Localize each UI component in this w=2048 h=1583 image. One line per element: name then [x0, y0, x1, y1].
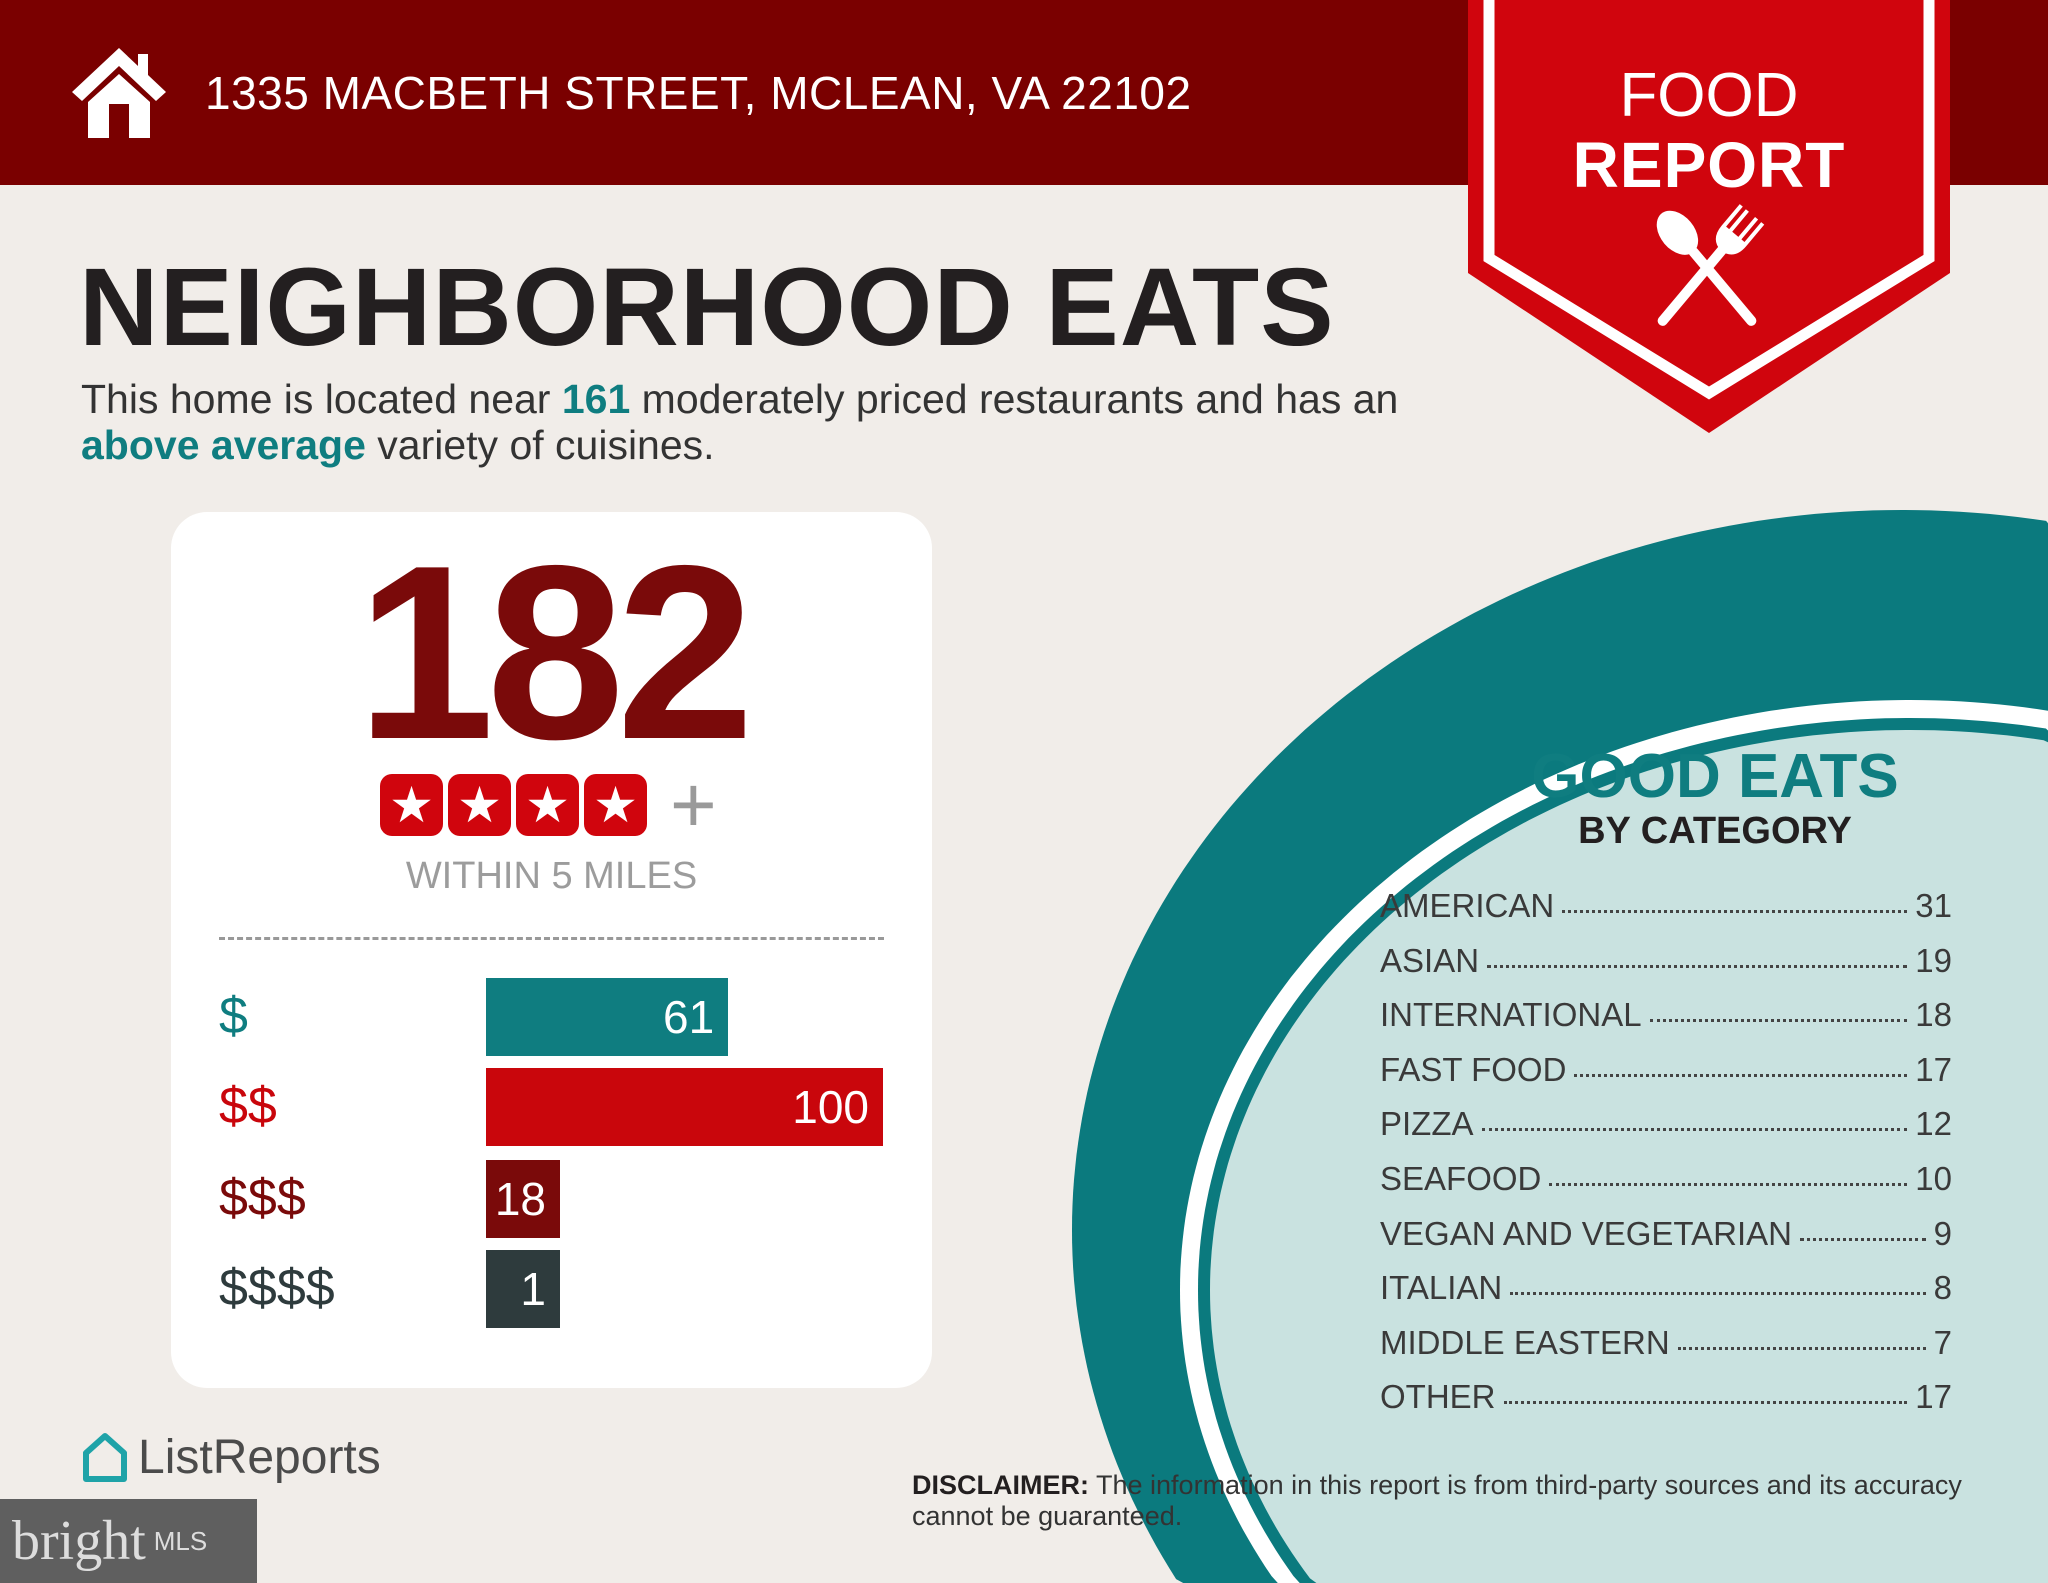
price-row: $61: [219, 978, 889, 1056]
category-name: ITALIAN: [1380, 1269, 1503, 1307]
category-name: FAST FOOD: [1380, 1050, 1567, 1088]
star-icon: ★: [380, 774, 443, 836]
category-row: SEAFOOD 10: [1380, 1159, 1952, 1214]
price-row: $$ 100: [219, 1068, 889, 1146]
dot-leader: [1510, 1292, 1926, 1296]
badge-line-1: FOOD: [1619, 61, 1799, 130]
listreports-wordmark: ListReports: [138, 1431, 381, 1484]
price-label: $$$: [219, 1169, 306, 1227]
price-bar: 18: [486, 1160, 560, 1238]
category-row: OTHER 17: [1380, 1377, 1952, 1432]
disclaimer: DISCLAIMER: The information in this repo…: [912, 1470, 1992, 1532]
dot-leader: [1574, 1073, 1908, 1077]
category-count: 17: [1915, 1050, 1952, 1088]
stats-card: 182 ★ ★ ★ ★ + WITHIN 5 MILES $61 $$ 100 $$$…: [171, 512, 932, 1388]
category-name: PIZZA: [1380, 1105, 1474, 1143]
category-name: AMERICAN: [1380, 887, 1555, 924]
category-count: 18: [1915, 996, 1952, 1034]
category-row: INTERNATIONAL 18: [1380, 995, 1952, 1050]
food-report-badge: [1468, 0, 1950, 433]
category-name: INTERNATIONAL: [1380, 996, 1642, 1034]
category-count: 31: [1915, 887, 1952, 924]
total-restaurants: 182: [356, 513, 755, 791]
dot-leader: [1481, 1128, 1908, 1132]
category-row: VEGAN AND VEGETARIAN 9: [1380, 1214, 1952, 1269]
subtitle-text: moderately priced restaurants and has an: [630, 376, 1399, 422]
summary-text: This home is located near 161 moderately…: [81, 376, 1451, 468]
price-row: $$$$ 1: [219, 1250, 889, 1328]
dot-leader: [1649, 1019, 1908, 1023]
star-rating: ★ ★ ★ ★ +: [380, 760, 717, 849]
category-count: 7: [1933, 1323, 1952, 1361]
category-list: AMERICAN 31 ASIAN 19 INTERNATIONAL 18 FAST FOO…: [1380, 886, 1952, 1432]
category-name: VEGAN AND VEGETARIAN: [1380, 1214, 1792, 1252]
property-address: 1335 MACBETH STREET, MCLEAN, VA 22102: [205, 67, 1192, 119]
divider: [219, 937, 884, 940]
variety-rating: above average: [81, 422, 366, 468]
dot-leader: [1562, 910, 1908, 913]
price-label: $$: [219, 1077, 277, 1135]
category-count: 17: [1915, 1378, 1952, 1416]
star-icon: ★: [584, 774, 647, 836]
category-count: 9: [1933, 1214, 1952, 1252]
category-name: OTHER: [1380, 1378, 1496, 1416]
dot-leader: [1549, 1182, 1908, 1186]
category-name: SEAFOOD: [1380, 1159, 1542, 1197]
page-title: NEIGHBORHOOD EATS: [79, 246, 1335, 369]
dot-leader: [1503, 1401, 1908, 1405]
disclaimer-label: DISCLAIMER:: [912, 1470, 1089, 1500]
category-count: 10: [1915, 1159, 1952, 1197]
subtitle-text: variety of cuisines.: [365, 422, 715, 468]
category-count: 19: [1915, 941, 1952, 979]
circle-fill: [1210, 730, 2048, 1583]
price-bar: 100: [486, 1068, 883, 1146]
price-bar: 61: [486, 978, 729, 1056]
category-row: FAST FOOD 17: [1380, 1050, 1952, 1105]
category-count: 12: [1915, 1105, 1952, 1143]
good-eats-subtitle: BY CATEGORY: [1578, 810, 1852, 852]
category-row: ITALIAN 8: [1380, 1268, 1952, 1323]
subtitle-text: This home is located near: [81, 376, 562, 422]
price-label: $: [219, 987, 248, 1045]
category-row: PIZZA 12: [1380, 1104, 1952, 1159]
good-eats-heading: GOOD EATS BY CATEGORY: [1420, 745, 2010, 853]
dot-leader: [1799, 1237, 1926, 1241]
category-row: MIDDLE EASTERN 7: [1380, 1323, 1952, 1378]
category-row: AMERICAN 31: [1380, 886, 1952, 941]
bright-mls-logo: bright MLS: [0, 1499, 257, 1583]
restaurant-count: 161: [561, 376, 631, 422]
spoon-fork-icon: [1656, 204, 1765, 326]
price-row: $$$ 18: [219, 1160, 889, 1238]
listreports-logo: ListReports: [80, 1428, 381, 1488]
dot-leader: [1487, 964, 1908, 968]
category-count: 8: [1933, 1269, 1952, 1307]
price-bar: 1: [486, 1250, 560, 1328]
price-label: $$$$: [219, 1259, 335, 1317]
badge-line-2: REPORT: [1572, 129, 1846, 201]
good-eats-title: GOOD EATS: [1531, 742, 1899, 811]
star-icon: ★: [516, 774, 579, 836]
plus-icon: +: [670, 760, 717, 849]
house-outline-icon: [83, 1433, 127, 1482]
bright-wordmark: bright: [12, 1510, 146, 1572]
disclaimer-text: The information in this report is from t…: [912, 1470, 1962, 1531]
category-name: MIDDLE EASTERN: [1380, 1323, 1670, 1361]
category-name: ASIAN: [1380, 941, 1480, 979]
dot-leader: [1677, 1346, 1926, 1350]
category-row: ASIAN 19: [1380, 941, 1952, 996]
radius-label: WITHIN 5 MILES: [405, 855, 698, 897]
mls-wordmark: MLS: [153, 1526, 208, 1556]
star-icon: ★: [448, 774, 511, 836]
house-icon: [72, 48, 166, 138]
